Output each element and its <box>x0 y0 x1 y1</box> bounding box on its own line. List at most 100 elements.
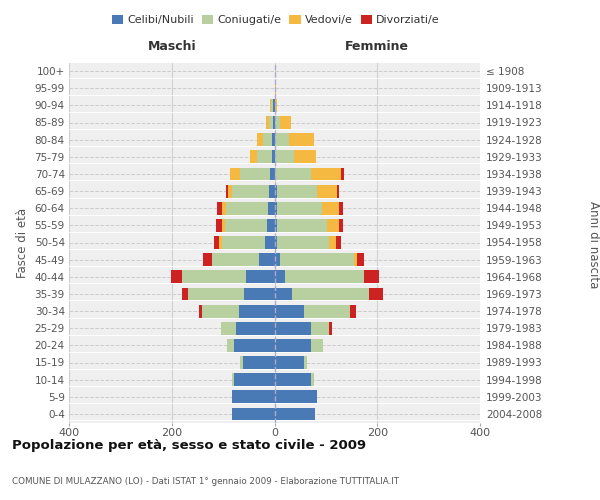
Bar <box>246 270 275 283</box>
Text: Femmine: Femmine <box>345 40 409 53</box>
Bar <box>221 236 265 249</box>
Bar <box>275 116 280 129</box>
Bar <box>217 202 221 214</box>
Bar <box>356 253 364 266</box>
Legend: Celibi/Nubili, Coniugati/e, Vedovi/e, Divorziati/e: Celibi/Nubili, Coniugati/e, Vedovi/e, Di… <box>108 10 444 30</box>
Bar <box>275 219 277 232</box>
Bar <box>214 236 219 249</box>
Bar <box>250 150 257 163</box>
Bar <box>275 356 304 369</box>
Bar <box>275 184 277 198</box>
Bar <box>240 356 242 369</box>
Bar <box>226 202 268 214</box>
Text: Popolazione per età, sesso e stato civile - 2009: Popolazione per età, sesso e stato civil… <box>12 440 366 452</box>
Bar <box>271 168 275 180</box>
Bar <box>275 408 314 420</box>
Bar <box>182 288 188 300</box>
Bar <box>227 339 235 352</box>
Bar <box>275 168 311 180</box>
Bar <box>322 202 339 214</box>
Bar <box>275 322 311 334</box>
Bar <box>265 236 275 249</box>
Y-axis label: Fasce di età: Fasce di età <box>16 208 29 278</box>
Bar <box>274 99 275 112</box>
Bar <box>232 390 275 403</box>
Bar <box>232 373 235 386</box>
Bar <box>339 219 343 232</box>
Bar <box>228 184 232 198</box>
Bar <box>203 253 212 266</box>
Bar <box>285 270 364 283</box>
Bar <box>335 236 341 249</box>
Bar <box>292 288 368 300</box>
Bar <box>328 219 339 232</box>
Bar <box>275 202 277 214</box>
Bar <box>242 356 275 369</box>
Bar <box>269 184 275 198</box>
Bar <box>257 133 263 146</box>
Bar <box>275 288 292 300</box>
Bar <box>212 253 259 266</box>
Bar <box>311 322 329 334</box>
Bar <box>317 184 337 198</box>
Bar <box>304 304 350 318</box>
Bar <box>275 270 285 283</box>
Bar <box>277 219 328 232</box>
Bar <box>280 253 354 266</box>
Bar <box>275 150 294 163</box>
Bar <box>311 373 314 386</box>
Bar <box>277 184 317 198</box>
Bar <box>232 184 269 198</box>
Bar <box>277 236 329 249</box>
Bar <box>368 288 383 300</box>
Bar <box>272 150 275 163</box>
Bar <box>350 304 356 318</box>
Bar <box>272 133 275 146</box>
Bar <box>289 133 314 146</box>
Text: COMUNE DI MULAZZANO (LO) - Dati ISTAT 1° gennaio 2009 - Elaborazione TUTTITALIA.: COMUNE DI MULAZZANO (LO) - Dati ISTAT 1°… <box>12 477 399 486</box>
Bar <box>236 322 275 334</box>
Bar <box>221 202 226 214</box>
Bar <box>275 236 277 249</box>
Bar <box>273 116 275 129</box>
Bar <box>270 99 271 112</box>
Bar <box>188 288 244 300</box>
Bar <box>266 116 269 129</box>
Bar <box>171 270 182 283</box>
Bar <box>202 304 239 318</box>
Bar <box>224 219 267 232</box>
Bar <box>364 270 379 283</box>
Bar <box>199 304 202 318</box>
Text: Anni di nascita: Anni di nascita <box>587 202 600 288</box>
Bar <box>280 116 291 129</box>
Bar <box>275 99 277 112</box>
Bar <box>182 270 246 283</box>
Bar <box>341 168 344 180</box>
Bar <box>275 339 311 352</box>
Bar <box>257 150 272 163</box>
Bar <box>232 408 275 420</box>
Bar <box>311 339 323 352</box>
Bar <box>259 253 275 266</box>
Bar <box>219 236 221 249</box>
Bar <box>268 202 275 214</box>
Bar <box>235 339 275 352</box>
Bar <box>226 184 228 198</box>
Bar <box>277 202 322 214</box>
Bar <box>337 184 339 198</box>
Bar <box>339 202 343 214</box>
Bar <box>269 116 273 129</box>
Text: Maschi: Maschi <box>148 40 196 53</box>
Bar <box>244 288 275 300</box>
Bar <box>221 322 236 334</box>
Bar <box>275 373 311 386</box>
Bar <box>222 219 224 232</box>
Bar <box>304 356 307 369</box>
Bar <box>263 133 272 146</box>
Bar <box>267 219 275 232</box>
Bar <box>235 373 275 386</box>
Bar <box>275 253 280 266</box>
Bar <box>275 133 289 146</box>
Bar <box>275 390 317 403</box>
Bar <box>230 168 239 180</box>
